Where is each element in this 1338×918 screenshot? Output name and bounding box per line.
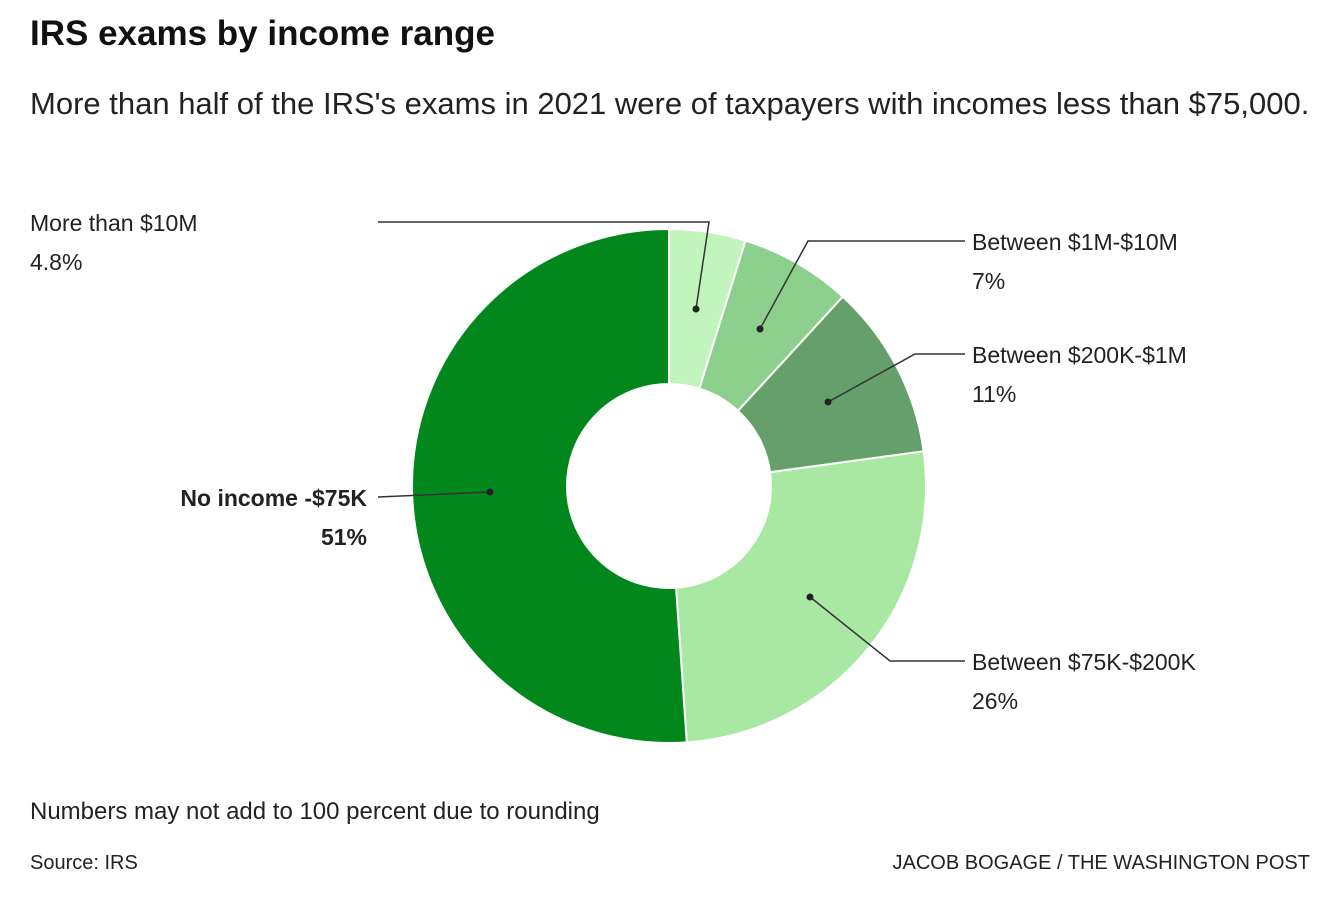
slice-label-between-200k-1m: Between $200K-$1M: [972, 342, 1187, 368]
chart-title: IRS exams by income range: [30, 14, 495, 53]
slice-between-75k-200k: [674, 450, 927, 744]
leader-dot-between-1m-10m: [756, 325, 764, 333]
slice-value-no-income-75k: 51%: [321, 524, 367, 550]
slice-value-between-200k-1m: 11%: [972, 381, 1016, 407]
leader-line-between-1m-10m: [759, 240, 965, 330]
source-line: Source: IRS: [30, 852, 138, 874]
leader-line-between-200k-1m: [827, 353, 965, 403]
leader-dot-between-75k-200k: [806, 593, 814, 601]
slice-between-200k-1m: [736, 295, 925, 474]
slice-no-income-75k: [411, 227, 688, 744]
slice-label-no-income-75k: No income -$75K: [180, 485, 367, 511]
chart-subtitle: More than half of the IRS's exams in 202…: [30, 86, 1310, 121]
slice-value-between-75k-200k: 26%: [972, 688, 1018, 714]
slice-label-between-1m-10m: Between $1M-$10M: [972, 229, 1178, 255]
leader-line-more-than-10m: [378, 221, 710, 310]
leader-dot-more-than-10m: [692, 305, 700, 313]
leader-dot-no-income-75k: [486, 488, 494, 496]
rounding-note: Numbers may not add to 100 percent due t…: [30, 798, 600, 825]
slice-label-more-than-10m: More than $10M: [30, 210, 197, 236]
slice-value-more-than-10m: 4.8%: [30, 249, 82, 275]
slice-value-between-1m-10m: 7%: [972, 268, 1005, 294]
slice-label-between-75k-200k: Between $75K-$200K: [972, 649, 1196, 675]
leader-dot-between-200k-1m: [824, 398, 832, 406]
credit-line: JACOB BOGAGE / THE WASHINGTON POST: [892, 852, 1310, 874]
leader-line-no-income-75k: [377, 491, 491, 498]
leader-line-between-75k-200k: [809, 596, 965, 662]
